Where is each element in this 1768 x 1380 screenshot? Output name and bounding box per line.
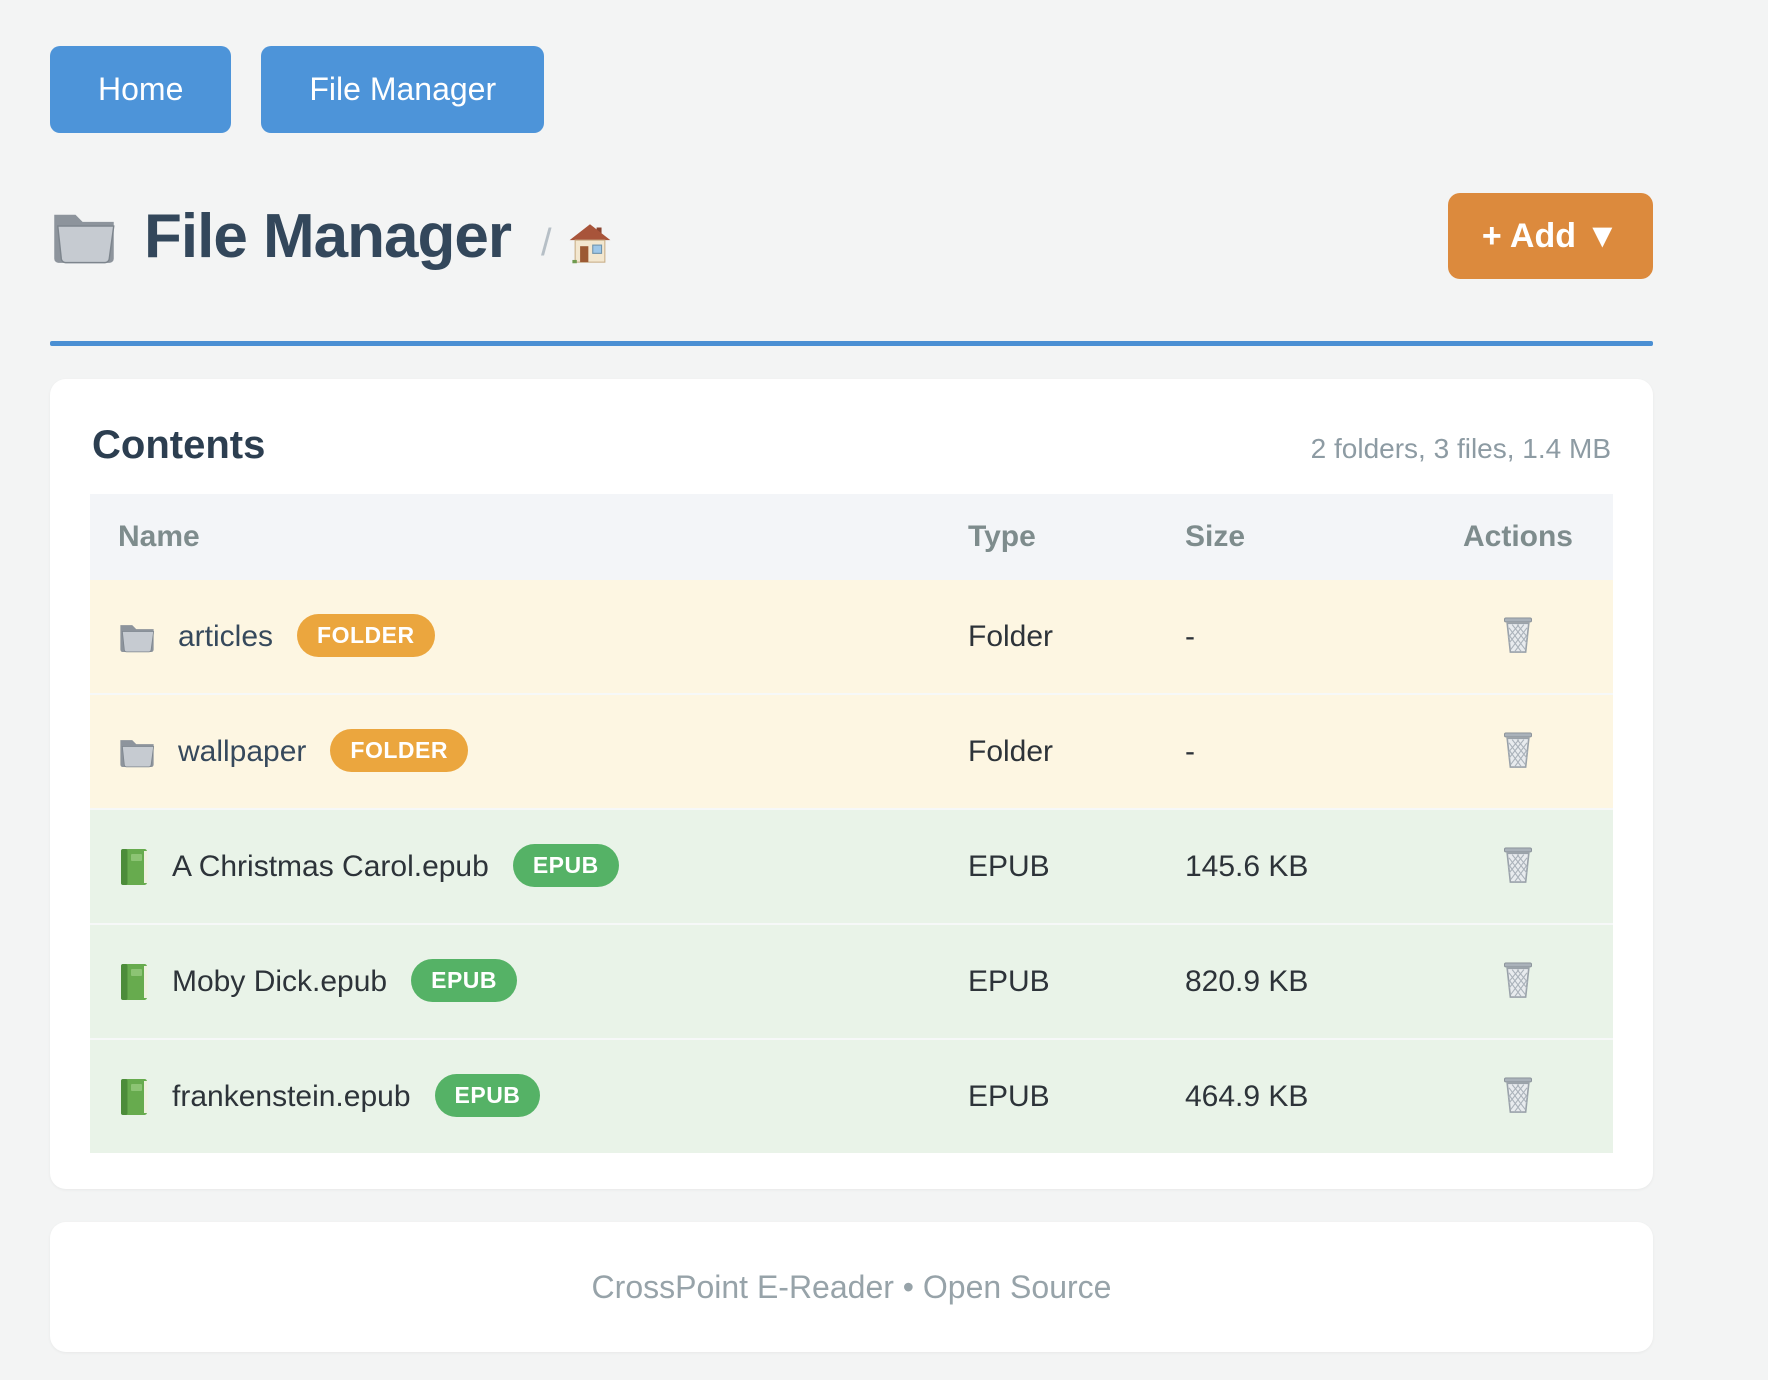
trash-icon: [1504, 1076, 1532, 1113]
name-cell: Moby Dick.epub EPUB: [90, 925, 968, 1038]
page-header: File Manager / + Add ▼: [50, 193, 1653, 279]
type-cell: EPUB: [968, 1038, 1185, 1153]
column-header-name: Name: [90, 494, 968, 580]
delete-button[interactable]: [1496, 611, 1540, 659]
size-cell: -: [1185, 693, 1423, 809]
contents-heading: Contents: [92, 423, 266, 467]
contents-card-head: Contents 2 folders, 3 files, 1.4 MB: [90, 413, 1613, 468]
type-cell: EPUB: [968, 808, 1185, 924]
name-cell: articles FOLDER: [90, 580, 968, 693]
add-button[interactable]: + Add ▼: [1448, 193, 1653, 279]
file-name: wallpaper: [178, 734, 307, 768]
name-cell: A Christmas Carol.epub EPUB: [90, 810, 968, 923]
file-name: articles: [178, 619, 274, 653]
trash-icon: [1504, 616, 1532, 653]
page-container: Home File Manager File Manager / + Add ▼: [50, 0, 1653, 1352]
folder-icon: [54, 214, 115, 264]
file-name: Moby Dick.epub: [172, 964, 388, 998]
title-divider: [50, 341, 1653, 346]
table-row[interactable]: wallpaper FOLDER Folder -: [90, 693, 1613, 809]
contents-card: Contents 2 folders, 3 files, 1.4 MB Name…: [50, 379, 1653, 1189]
house-icon[interactable]: [568, 223, 612, 265]
type-cell: Folder: [968, 693, 1185, 809]
size-cell: -: [1185, 580, 1423, 694]
book-icon: [121, 1078, 148, 1115]
trash-icon: [1504, 731, 1532, 768]
table-row[interactable]: frankenstein.epub EPUB EPUB 464.9 KB: [90, 1038, 1613, 1153]
delete-button[interactable]: [1496, 726, 1540, 774]
name-cell: wallpaper FOLDER: [90, 695, 968, 808]
folder-icon: [120, 739, 155, 767]
table-row[interactable]: A Christmas Carol.epub EPUB EPUB 145.6 K…: [90, 808, 1613, 924]
footer-card: CrossPoint E-Reader • Open Source: [50, 1222, 1653, 1352]
folder-icon: [120, 624, 155, 652]
size-cell: 145.6 KB: [1185, 808, 1423, 924]
delete-button[interactable]: [1496, 1071, 1540, 1119]
trash-icon: [1504, 846, 1532, 883]
type-badge: EPUB: [434, 1074, 541, 1117]
delete-button[interactable]: [1496, 841, 1540, 889]
file-name: A Christmas Carol.epub: [172, 849, 489, 883]
breadcrumb-separator: /: [541, 221, 552, 264]
size-cell: 464.9 KB: [1185, 1038, 1423, 1153]
book-icon: [121, 848, 148, 885]
contents-summary: 2 folders, 3 files, 1.4 MB: [1310, 433, 1611, 464]
table-header: Name Type Size Actions: [90, 494, 1613, 580]
file-name: frankenstein.epub: [172, 1079, 411, 1113]
type-badge: EPUB: [512, 844, 619, 887]
home-button[interactable]: Home: [50, 46, 232, 133]
contents-table-body: articles FOLDER Folder -: [90, 580, 1613, 1153]
page-title: File Manager: [144, 201, 512, 271]
column-header-size: Size: [1185, 494, 1423, 580]
title-group: File Manager /: [50, 201, 612, 272]
footer-text: CrossPoint E-Reader • Open Source: [591, 1268, 1112, 1305]
type-badge: EPUB: [411, 959, 518, 1002]
size-cell: 820.9 KB: [1185, 923, 1423, 1039]
column-header-actions: Actions: [1423, 494, 1613, 580]
column-header-type: Type: [968, 494, 1185, 580]
table-row[interactable]: Moby Dick.epub EPUB EPUB 820.9 KB: [90, 923, 1613, 1039]
type-badge: FOLDER: [297, 614, 435, 657]
book-icon: [121, 963, 148, 1000]
type-badge: FOLDER: [330, 729, 468, 772]
name-cell: frankenstein.epub EPUB: [90, 1040, 968, 1153]
type-cell: Folder: [968, 580, 1185, 694]
trash-icon: [1504, 961, 1532, 998]
table-row[interactable]: articles FOLDER Folder -: [90, 580, 1613, 694]
delete-button[interactable]: [1496, 956, 1540, 1004]
contents-table: Name Type Size Actions ar: [90, 494, 1613, 1153]
file-manager-button[interactable]: File Manager: [261, 46, 545, 133]
type-cell: EPUB: [968, 923, 1185, 1039]
top-nav: Home File Manager: [50, 46, 1653, 133]
